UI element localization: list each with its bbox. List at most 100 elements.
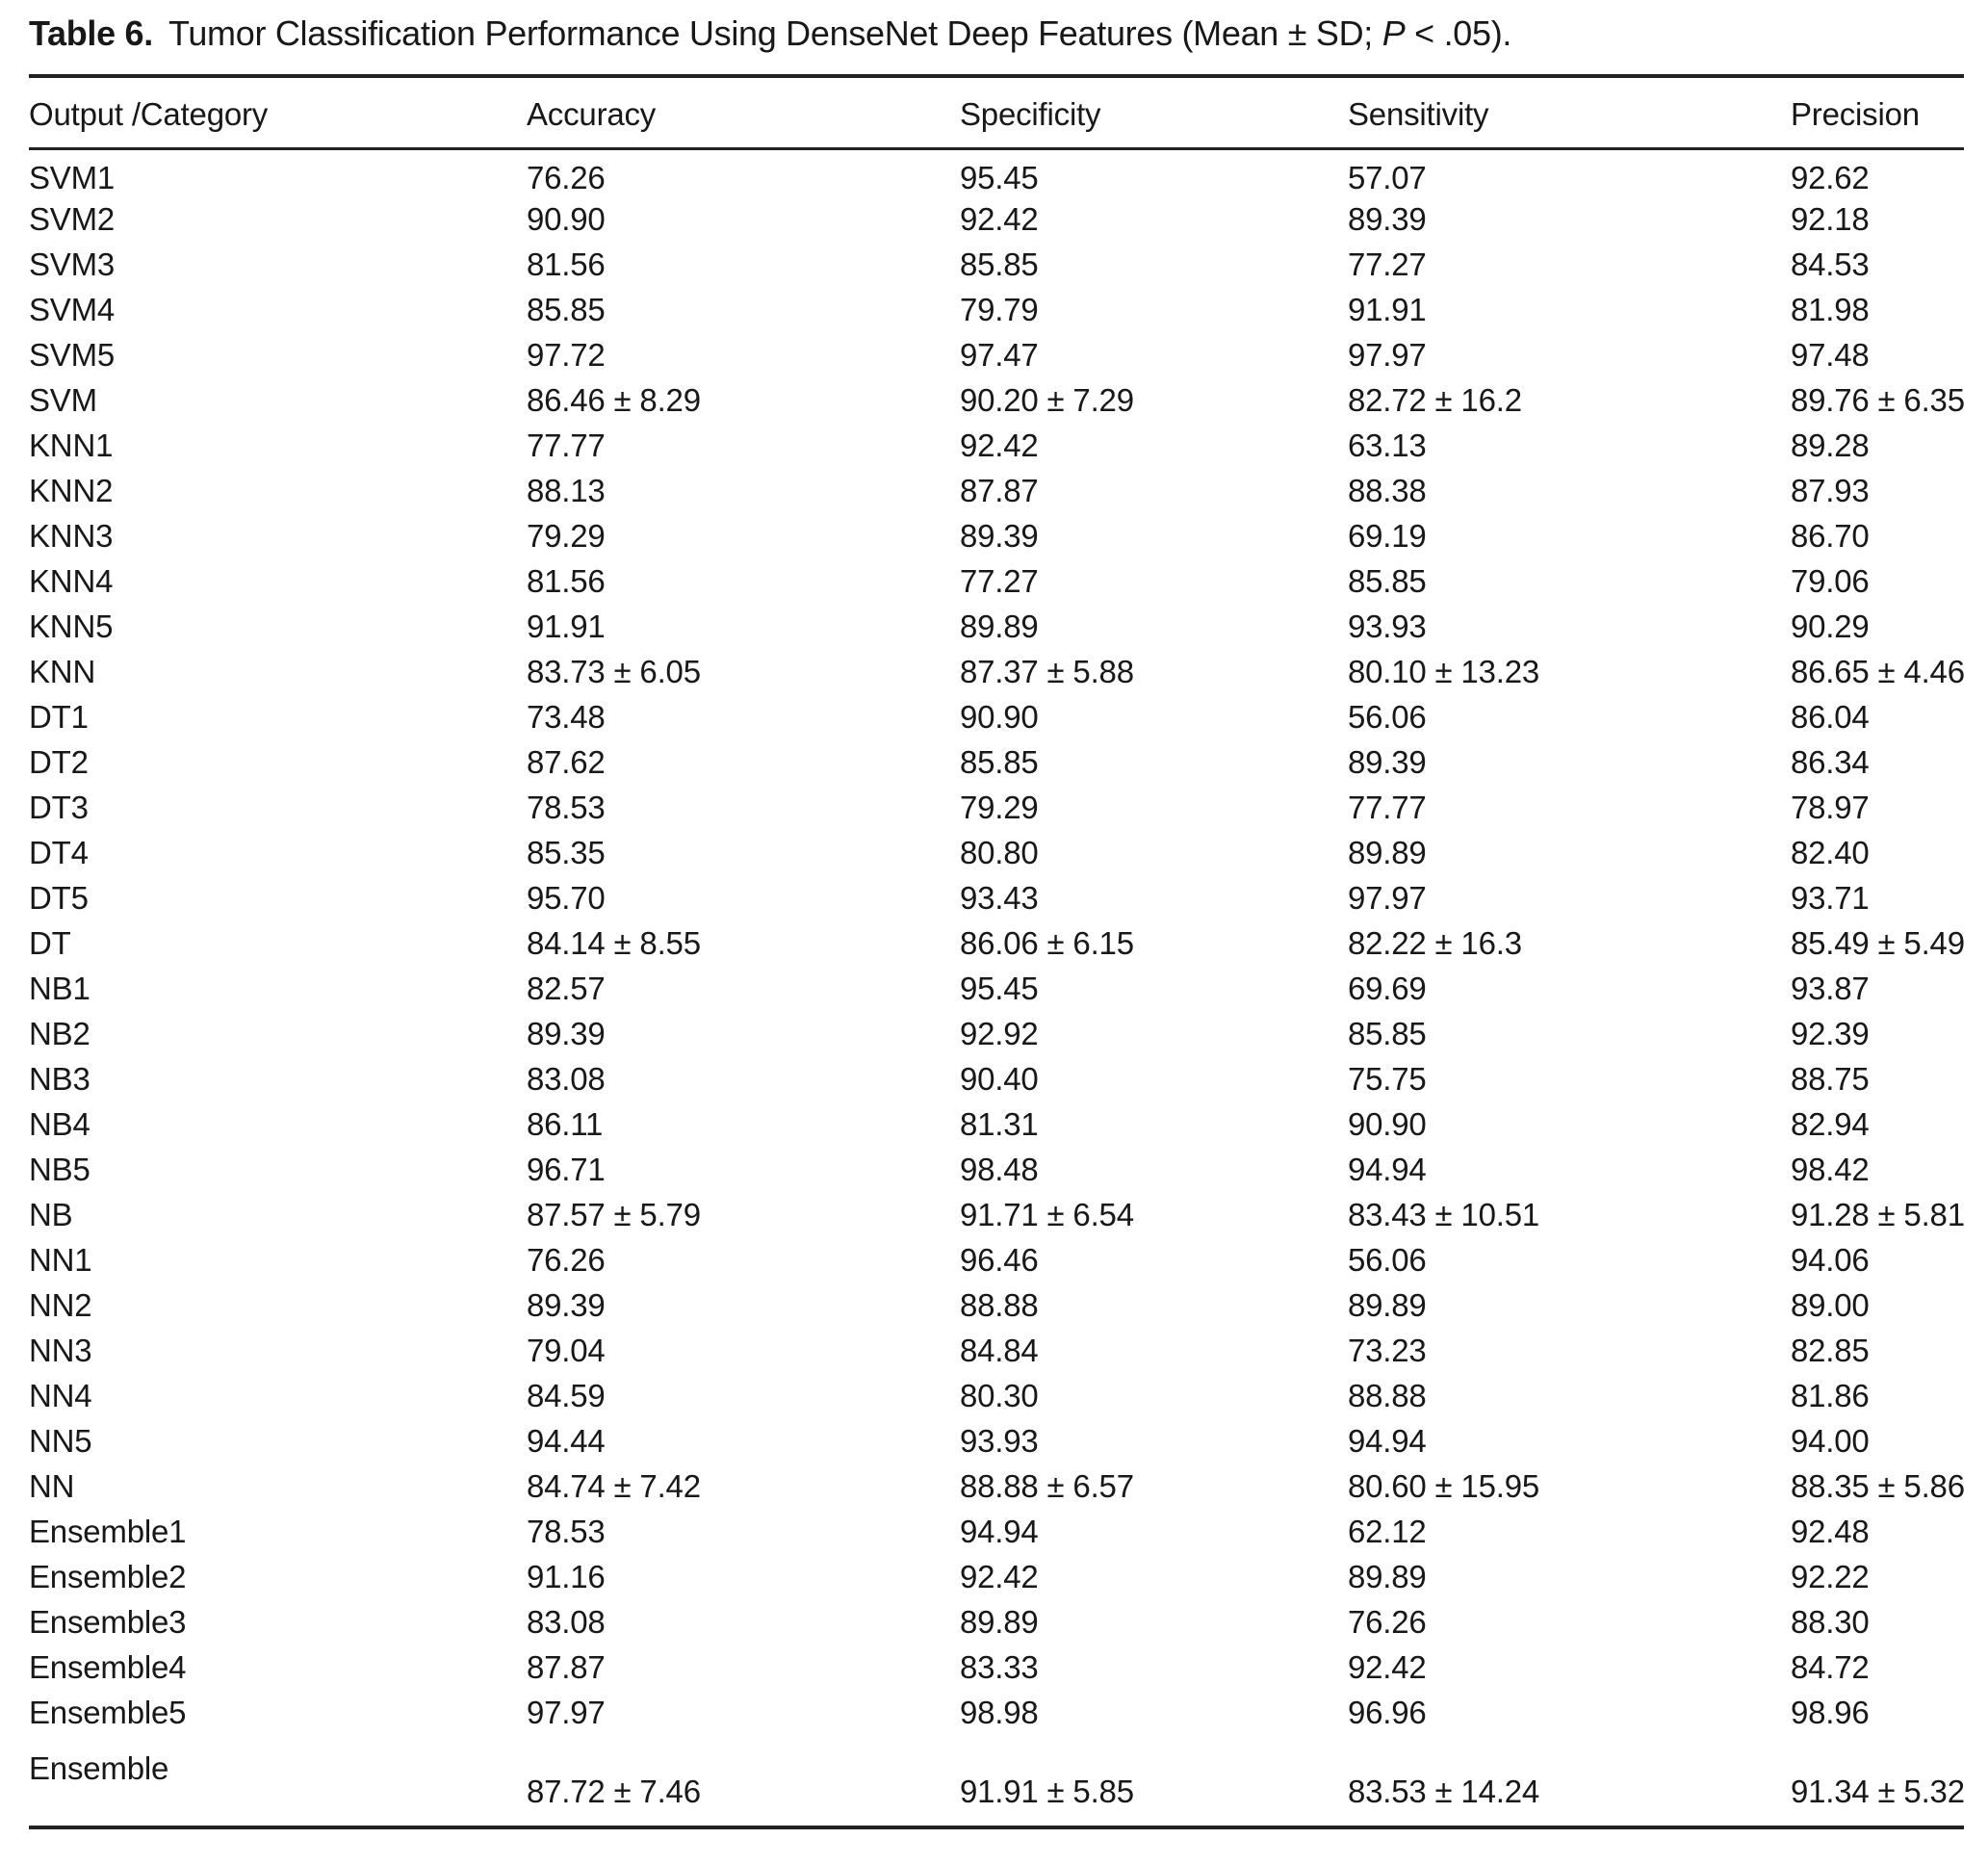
cell-precision: 89.00 [1791,1286,1870,1323]
cell-precision: 82.94 [1791,1105,1870,1142]
table-row: SVM2 90.90 92.42 89.39 92.18 [29,196,1964,242]
cell-precision: 84.72 [1791,1648,1870,1685]
cell-category: SVM2 [29,200,116,237]
cell-accuracy: 82.57 [527,970,606,1006]
cell-accuracy: 87.62 [527,743,606,780]
table-row: Ensemble 87.72 ± 7.46 91.91 ± 5.85 83.53… [29,1735,1965,1827]
cell-specificity: 95.45 [960,970,1039,1006]
cell-sensitivity: 85.85 [1348,562,1427,599]
cell-accuracy: 83.73 ± 6.05 [527,653,701,689]
table-row: SVM 86.46 ± 8.29 90.20 ± 7.29 82.72 ± 16… [29,377,1965,423]
table-row: NB4 86.11 81.31 90.90 82.94 [29,1101,1964,1147]
cell-category: NN4 [29,1377,92,1413]
cell-category: Ensemble3 [29,1603,187,1640]
table-row: DT4 85.35 80.80 89.89 82.40 [29,830,1964,875]
cell-category: SVM3 [29,246,116,282]
cell-accuracy: 94.44 [527,1422,606,1459]
cell-category: SVM1 [29,160,116,195]
cell-precision: 92.22 [1791,1558,1870,1594]
cell-precision: 91.34 ± 5.32 [1791,1774,1965,1809]
cell-sensitivity: 73.23 [1348,1332,1427,1368]
cell-specificity: 94.94 [960,1513,1039,1549]
cell-category: Ensemble2 [29,1558,187,1594]
cell-accuracy: 79.29 [527,517,606,554]
cell-specificity: 95.45 [960,160,1039,195]
cell-accuracy: 77.77 [527,427,606,463]
table-row: NN 84.74 ± 7.42 88.88 ± 6.57 80.60 ± 15.… [29,1464,1965,1509]
cell-precision: 89.76 ± 6.35 [1791,381,1965,418]
cell-accuracy: 86.11 [527,1105,604,1142]
cell-category: NB1 [29,970,90,1006]
table-row: NN2 89.39 88.88 89.89 89.00 [29,1282,1964,1328]
table-row: KNN5 91.91 89.89 93.93 90.29 [29,604,1964,649]
cell-precision: 89.28 [1791,427,1870,463]
cell-precision: 88.30 [1791,1603,1870,1640]
cell-specificity: 93.93 [960,1422,1039,1459]
cell-category: DT1 [29,698,89,735]
table-caption-text-end: < .05). [1405,13,1512,53]
cell-accuracy: 89.39 [527,1015,606,1051]
cell-category: NB5 [29,1151,90,1187]
table-row: SVM1 76.26 95.45 57.07 92.62 [29,149,1964,197]
cell-precision: 79.06 [1791,562,1870,599]
cell-accuracy: 87.72 ± 7.46 [527,1774,701,1809]
table-body: SVM1 76.26 95.45 57.07 92.62 SVM2 90.90 … [29,149,1965,1827]
table-caption-label: Table 6. [29,13,153,53]
table-row: DT1 73.48 90.90 56.06 86.04 [29,694,1964,739]
table-row: KNN3 79.29 89.39 69.19 86.70 [29,513,1964,558]
cell-sensitivity: 89.89 [1348,1558,1427,1594]
cell-precision: 86.65 ± 4.46 [1791,653,1965,689]
cell-sensitivity: 80.10 ± 13.23 [1348,653,1540,689]
performance-table: Output /Category Accuracy Specificity Se… [29,74,1965,1829]
cell-sensitivity: 69.69 [1348,970,1427,1006]
table-caption-p-symbol: P [1381,13,1406,53]
table-row: Ensemble3 83.08 89.89 76.26 88.30 [29,1599,1964,1645]
cell-specificity: 80.80 [960,834,1039,870]
cell-specificity: 98.48 [960,1151,1039,1187]
table-header: Output /Category Accuracy Specificity Se… [29,76,1964,149]
cell-specificity: 79.79 [960,291,1039,327]
table-row: NB1 82.57 95.45 69.69 93.87 [29,966,1964,1011]
cell-category: KNN [29,653,96,689]
cell-precision: 84.53 [1791,246,1870,282]
cell-specificity: 93.43 [960,879,1039,916]
cell-category: NN2 [29,1286,92,1323]
cell-category: KNN3 [29,517,114,554]
cell-sensitivity: 89.89 [1348,1286,1427,1323]
cell-specificity: 88.88 ± 6.57 [960,1467,1134,1504]
cell-sensitivity: 96.96 [1348,1694,1427,1730]
table-caption-text: Tumor Classification Performance Using D… [168,13,1382,53]
cell-specificity: 85.85 [960,246,1039,282]
cell-category: NB [29,1196,73,1232]
header-sensitivity: Sensitivity [1348,96,1489,132]
cell-precision: 86.70 [1791,517,1870,554]
cell-accuracy: 78.53 [527,789,606,825]
cell-accuracy: 97.72 [527,336,606,373]
cell-precision: 93.87 [1791,970,1870,1006]
table-row: SVM4 85.85 79.79 91.91 81.98 [29,287,1964,332]
table-row: SVM5 97.72 97.47 97.97 97.48 [29,332,1964,377]
cell-specificity: 98.98 [960,1694,1039,1730]
cell-accuracy: 97.97 [527,1694,606,1730]
cell-accuracy: 90.90 [527,200,606,237]
table-row: KNN4 81.56 77.27 85.85 79.06 [29,558,1964,604]
cell-sensitivity: 57.07 [1348,160,1427,195]
cell-specificity: 88.88 [960,1286,1039,1323]
cell-sensitivity: 93.93 [1348,608,1427,644]
table-row: Ensemble5 97.97 98.98 96.96 98.96 [29,1690,1964,1735]
cell-precision: 97.48 [1791,336,1870,373]
cell-specificity: 81.31 [960,1105,1039,1142]
cell-accuracy: 84.14 ± 8.55 [527,924,701,961]
cell-category: NN [29,1467,75,1504]
cell-specificity: 89.39 [960,517,1039,554]
cell-precision: 90.29 [1791,608,1870,644]
cell-category: DT [29,924,71,961]
cell-accuracy: 78.53 [527,1513,606,1549]
table-row: KNN1 77.77 92.42 63.13 89.28 [29,423,1964,468]
cell-sensitivity: 77.27 [1348,246,1427,282]
cell-category: SVM4 [29,291,116,327]
cell-sensitivity: 56.06 [1348,1241,1427,1278]
cell-precision: 92.62 [1791,160,1870,195]
cell-sensitivity: 62.12 [1348,1513,1427,1549]
cell-category: DT5 [29,879,89,916]
